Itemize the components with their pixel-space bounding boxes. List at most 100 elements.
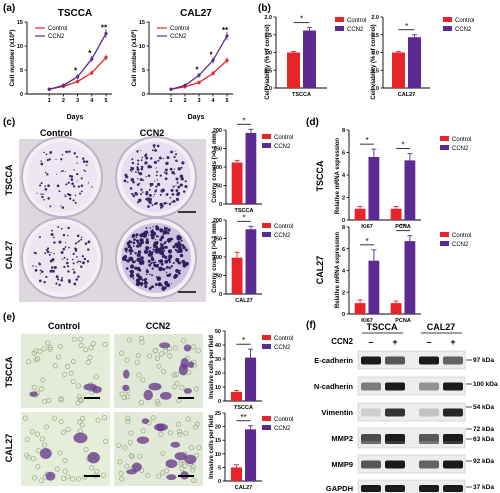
x-category-label: PCNA bbox=[395, 318, 411, 324]
membrane-pore bbox=[194, 421, 200, 427]
y-tick-label: 10 bbox=[17, 44, 23, 50]
colony-dot bbox=[171, 170, 175, 175]
x-tick-label: 2 bbox=[62, 98, 65, 104]
legend-label-control: Control bbox=[274, 135, 293, 141]
colony-dot bbox=[140, 188, 143, 191]
colony-dot bbox=[136, 253, 141, 258]
colony-dot bbox=[54, 242, 56, 244]
colony-dot bbox=[148, 287, 152, 290]
y-tick-label: 100 bbox=[213, 255, 222, 261]
y-tick-label: 5 bbox=[20, 68, 23, 74]
bar-control bbox=[390, 208, 402, 220]
bar-ccn2 bbox=[404, 241, 416, 314]
y-tick-label: 0 bbox=[219, 202, 222, 208]
x-tick-label: 3 bbox=[197, 98, 200, 104]
membrane-pore bbox=[101, 472, 107, 478]
colony-dot bbox=[136, 255, 138, 257]
y-tick-label: 40 bbox=[215, 343, 221, 349]
colony-dot bbox=[149, 247, 152, 249]
x-tick-label: 1 bbox=[48, 98, 51, 104]
significance-mark: ** bbox=[101, 24, 108, 33]
colony-dot bbox=[129, 187, 133, 190]
colony-dot bbox=[163, 229, 168, 235]
colony-dot bbox=[39, 184, 42, 187]
colony-dot bbox=[65, 150, 69, 154]
legend-swatch-ccn2 bbox=[262, 143, 271, 148]
membrane-pore bbox=[70, 378, 76, 385]
colony-dot bbox=[68, 150, 71, 153]
y-tick-label: 0 bbox=[342, 218, 345, 224]
colony-dot bbox=[165, 271, 168, 274]
colony-dot bbox=[53, 241, 56, 244]
colony-dot bbox=[176, 249, 180, 254]
membrane-pore bbox=[191, 477, 197, 483]
colony-dot bbox=[72, 185, 76, 188]
colony-dot bbox=[61, 153, 64, 156]
colony-dot bbox=[87, 182, 90, 184]
blot-header-cal27: CAL27 bbox=[427, 322, 456, 332]
legend-label-ccn2: CCN2 bbox=[347, 27, 364, 33]
membrane-pore bbox=[85, 359, 91, 365]
membrane-pore bbox=[154, 355, 161, 361]
colony-dot bbox=[84, 242, 88, 245]
bar-ccn2 bbox=[408, 37, 421, 88]
colony-dot bbox=[152, 248, 155, 251]
bar-control bbox=[287, 52, 300, 88]
colony-dot bbox=[60, 170, 63, 173]
membrane-pore bbox=[78, 397, 84, 404]
membrane-pore bbox=[60, 475, 67, 481]
colony-dot bbox=[46, 173, 49, 176]
colony-dot bbox=[129, 240, 133, 244]
membrane-pore bbox=[122, 445, 128, 451]
colony-dot bbox=[66, 261, 69, 265]
colony-dot bbox=[162, 268, 166, 271]
colony-dot bbox=[44, 187, 48, 191]
colony-dot bbox=[155, 167, 157, 169]
colony-dot bbox=[162, 157, 164, 160]
series-line-control bbox=[49, 57, 107, 90]
colony-dot bbox=[72, 199, 75, 202]
colony-dot bbox=[156, 276, 162, 281]
membrane-pore bbox=[46, 397, 52, 404]
colony-dot bbox=[147, 174, 151, 178]
colony-dot bbox=[130, 258, 132, 260]
legend-swatch-control bbox=[262, 223, 271, 228]
colony-dot bbox=[40, 162, 44, 166]
membrane-pore bbox=[24, 452, 30, 458]
colony-dot bbox=[47, 247, 50, 250]
membrane-pore bbox=[75, 383, 81, 389]
membrane-pore bbox=[173, 371, 180, 378]
blot-band bbox=[385, 460, 405, 469]
y-tick-label: 15 bbox=[17, 20, 23, 26]
colony-dot bbox=[40, 160, 42, 162]
y-tick-label: 25 bbox=[215, 411, 221, 417]
membrane-pore bbox=[118, 470, 124, 477]
colony-dot bbox=[55, 275, 59, 279]
colony-dot bbox=[135, 281, 141, 287]
colony-dot bbox=[47, 197, 50, 200]
colony-dot bbox=[155, 239, 157, 241]
colony-dot bbox=[152, 226, 154, 228]
colony-dot bbox=[165, 172, 168, 175]
significance-mark: * bbox=[195, 65, 199, 74]
x-category-label: PCNA bbox=[395, 224, 411, 230]
colony-dot bbox=[138, 257, 142, 260]
colony-dot bbox=[147, 259, 151, 263]
y-tick-label: 50 bbox=[216, 274, 222, 280]
colony-dot bbox=[156, 179, 159, 181]
membrane-pore bbox=[103, 438, 109, 444]
colony-dot bbox=[133, 250, 135, 252]
colony-dot bbox=[45, 153, 48, 156]
membrane-pore bbox=[71, 336, 77, 342]
colony-dot bbox=[129, 275, 131, 277]
colony-dot bbox=[80, 190, 83, 193]
y-tick-label: 0 bbox=[142, 92, 145, 98]
colony-dot bbox=[168, 273, 172, 276]
y-tick-label: 0 bbox=[219, 292, 222, 298]
colony-dot bbox=[68, 280, 71, 284]
colony-dot bbox=[168, 254, 173, 259]
invaded-cell bbox=[148, 382, 162, 391]
colony-dot bbox=[184, 185, 188, 189]
